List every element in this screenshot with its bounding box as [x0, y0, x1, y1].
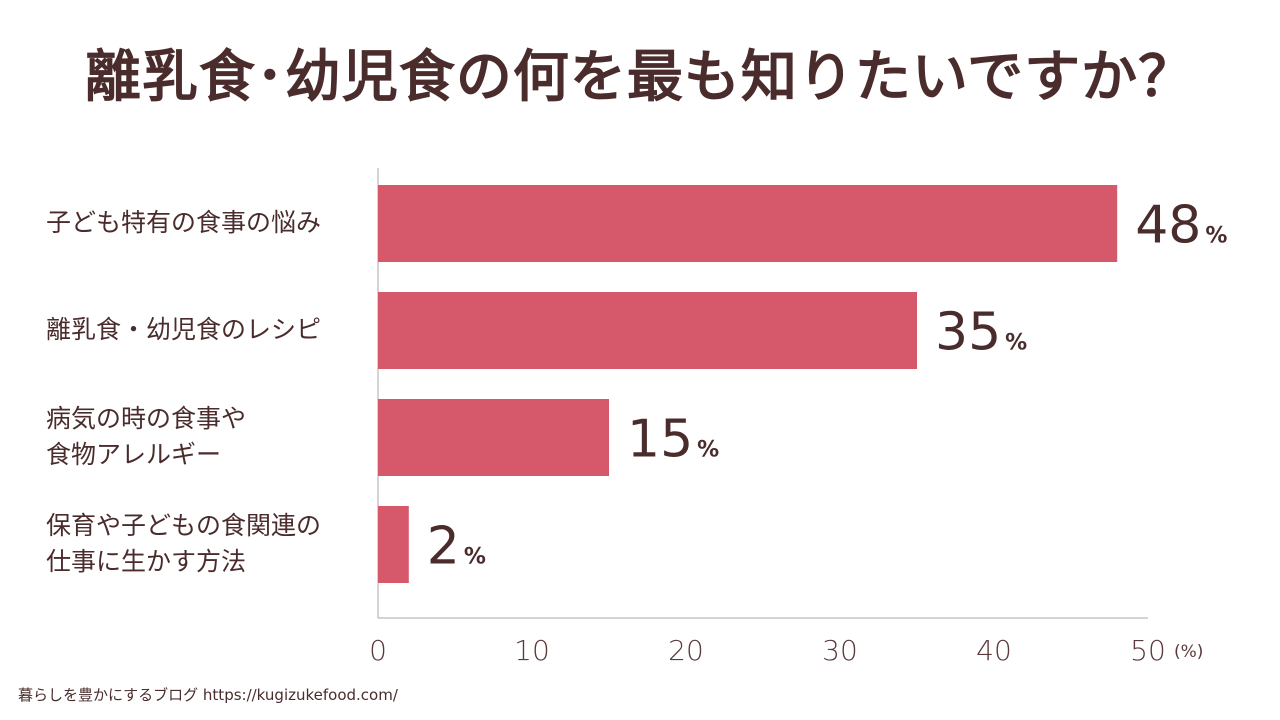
chart-title: 離乳食･幼児食の何を最も知りたいですか？ [84, 45, 1196, 110]
x-tick-label-40: 40 [976, 634, 1012, 667]
bar-value-label-2: 35% [935, 303, 1027, 363]
x-tick-label-20: 20 [668, 634, 704, 667]
source-footer: 暮らしを豊かにするブログ https://kugizukefood.com/ [18, 686, 398, 704]
x-tick-label-30: 30 [822, 634, 858, 667]
x-tick-label-50: 50 [1130, 634, 1166, 667]
bar-3 [378, 399, 609, 476]
x-tick-label-10: 10 [514, 634, 550, 667]
category-label-3: 病気の時の食事や 食物アレルギー [46, 404, 247, 469]
category-label-2: 離乳食・幼児食のレシピ [46, 315, 322, 344]
category-label-4: 保育や子どもの食関連の 仕事に生かす方法 [46, 511, 322, 576]
bar-value-label-1: 48% [1135, 196, 1227, 256]
bar-value-label-4: 2% [427, 517, 486, 577]
x-tick-label-0: 0 [369, 634, 387, 667]
bar-1 [378, 185, 1118, 262]
bar-2 [378, 292, 917, 369]
category-label-1: 子ども特有の食事の悩み [46, 208, 322, 237]
bar-4 [378, 506, 409, 583]
bar-value-label-3: 15% [627, 410, 719, 470]
x-unit-label: (%) [1174, 642, 1203, 662]
